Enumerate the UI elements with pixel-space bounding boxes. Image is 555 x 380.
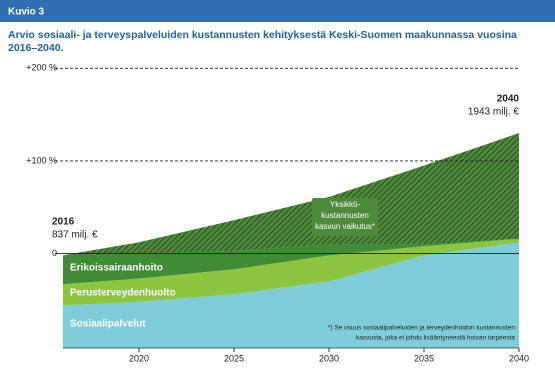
hatch-label: kasvun vaikutus*	[315, 222, 375, 231]
footnote: kasvusta, joka ei johdu lisääntyneestä h…	[356, 335, 515, 342]
annotation: 2016	[52, 217, 75, 228]
hatch-label: Yksikkö-	[330, 200, 361, 209]
x-tick-label: 2040	[509, 353, 529, 363]
y-tick-label: +100 %	[26, 155, 57, 165]
x-tick-label: 2035	[414, 353, 434, 363]
label-box	[312, 198, 378, 236]
area	[63, 238, 519, 285]
y-tick-label: +200 %	[26, 63, 57, 73]
footnote: *) Se osuus sosiaalipalveluiden ja terve…	[328, 325, 516, 332]
x-tick-label: 2030	[319, 353, 339, 363]
area	[63, 242, 519, 348]
annotation: 1943 milj. €	[468, 107, 520, 118]
series-label: Perusterveydenhuolto	[70, 288, 176, 299]
header-label: Kuvio 3	[8, 7, 45, 18]
chart-title: Arvio sosiaali- ja terveyspalveluiden ku…	[8, 29, 517, 41]
x-tick-label: 2025	[224, 353, 244, 363]
x-tick-label: 2020	[129, 353, 149, 363]
plot: +200 % +100 % 0 2020 2025 2030 2035 2040 Sosiaal…	[26, 63, 529, 364]
annotation: 2040	[497, 94, 520, 105]
series-label: Sosiaalipalvelut	[70, 319, 146, 330]
area	[63, 238, 519, 306]
hatch-label: kustannusten	[321, 211, 369, 220]
y-tick-label: 0	[52, 248, 57, 258]
annotation: 837 milj. €	[52, 230, 98, 241]
header-bar	[0, 0, 555, 22]
series-label: Erikoissairaanhoito	[70, 263, 163, 274]
chart-title: 2016–2040.	[8, 42, 64, 54]
hatch-overlay	[63, 133, 519, 256]
